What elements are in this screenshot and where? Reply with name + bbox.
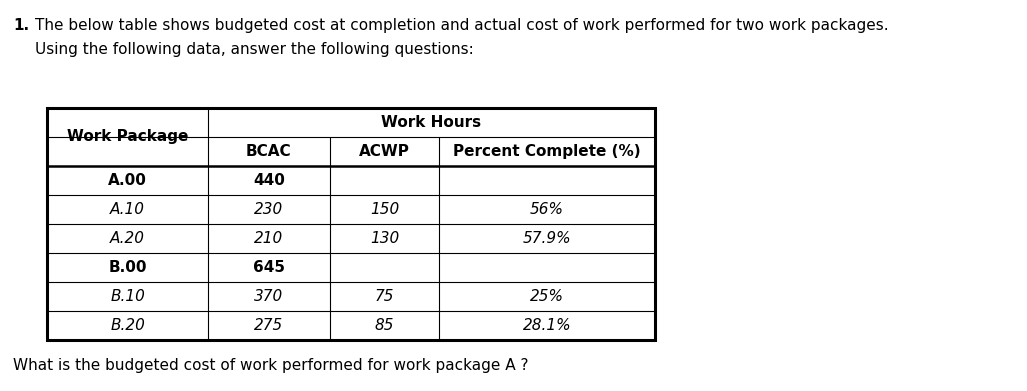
- Text: 150: 150: [370, 202, 400, 217]
- Text: 56%: 56%: [530, 202, 564, 217]
- Text: 210: 210: [255, 231, 283, 246]
- Text: 57.9%: 57.9%: [523, 231, 571, 246]
- Text: A.10: A.10: [110, 202, 145, 217]
- Text: 28.1%: 28.1%: [523, 318, 571, 333]
- Text: B.00: B.00: [108, 260, 147, 275]
- Text: 75: 75: [375, 289, 394, 304]
- Text: B.10: B.10: [110, 289, 145, 304]
- Text: 230: 230: [255, 202, 283, 217]
- Text: 440: 440: [253, 173, 284, 188]
- Text: B.20: B.20: [110, 318, 145, 333]
- Text: 370: 370: [255, 289, 283, 304]
- Text: 130: 130: [370, 231, 400, 246]
- Text: ACWP: ACWP: [359, 144, 410, 159]
- Text: The below table shows budgeted cost at completion and actual cost of work perfor: The below table shows budgeted cost at c…: [35, 18, 888, 33]
- Text: 1.: 1.: [13, 18, 29, 33]
- Text: Using the following data, answer the following questions:: Using the following data, answer the fol…: [35, 42, 473, 57]
- Text: What is the budgeted cost of work performed for work package A ?: What is the budgeted cost of work perfor…: [13, 358, 529, 373]
- Text: 275: 275: [255, 318, 283, 333]
- Text: 25%: 25%: [530, 289, 564, 304]
- Text: A.20: A.20: [110, 231, 145, 246]
- Text: Percent Complete (%): Percent Complete (%): [453, 144, 641, 159]
- Text: Work Hours: Work Hours: [381, 115, 482, 130]
- Text: Work Package: Work Package: [67, 129, 188, 145]
- Text: BCAC: BCAC: [246, 144, 292, 159]
- Text: 85: 85: [375, 318, 394, 333]
- Text: 645: 645: [253, 260, 284, 275]
- Bar: [47, 108, 655, 340]
- Text: A.00: A.00: [108, 173, 147, 188]
